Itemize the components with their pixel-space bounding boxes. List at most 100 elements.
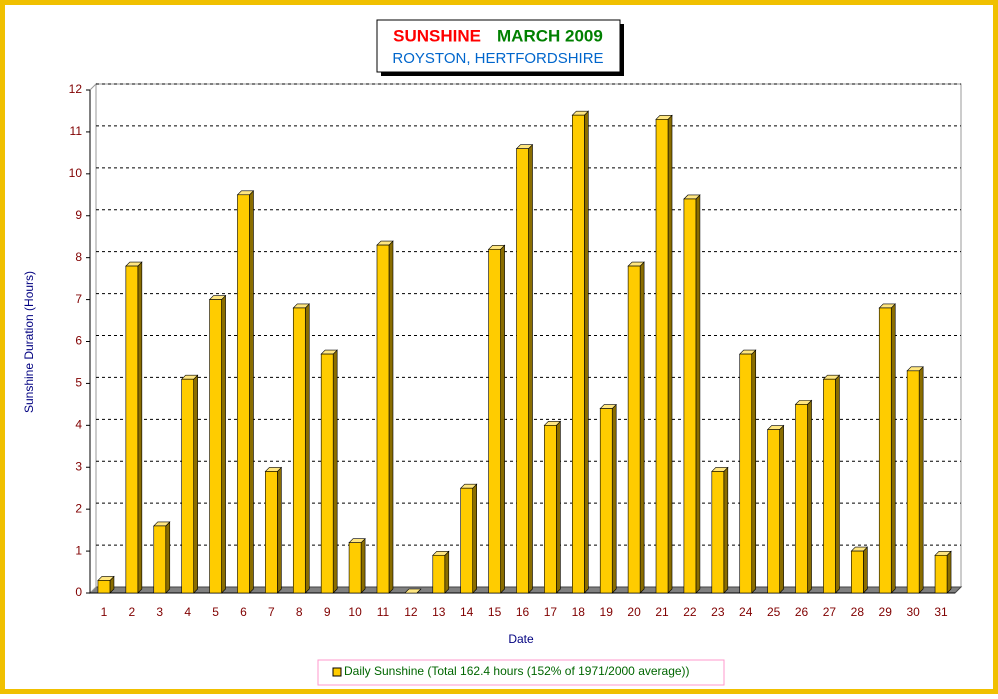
x-tick-label: 4 — [184, 605, 191, 619]
x-tick-label: 29 — [879, 605, 893, 619]
x-tick-label: 8 — [296, 605, 303, 619]
bar — [488, 248, 501, 594]
bar — [181, 378, 194, 594]
bar-side — [584, 110, 589, 594]
bar-side — [918, 366, 924, 594]
bar-side — [304, 303, 310, 594]
x-tick-label: 20 — [627, 605, 641, 619]
bar-side — [807, 399, 812, 594]
bar-side — [500, 244, 505, 594]
bar-side — [946, 550, 952, 594]
x-tick-label: 21 — [655, 605, 669, 619]
bar — [851, 550, 864, 594]
bar-top — [404, 588, 422, 594]
bar-side — [249, 190, 254, 594]
bar-side — [221, 294, 226, 594]
bar-side — [360, 537, 366, 594]
bar-side — [751, 349, 757, 594]
bar-side — [528, 143, 533, 594]
y-tick-label: 3 — [75, 459, 82, 473]
bar — [320, 353, 334, 594]
x-tick-label: 12 — [404, 605, 418, 619]
side-wall — [89, 82, 97, 595]
bar-side — [165, 521, 171, 594]
bar — [432, 554, 446, 594]
y-tick-label: 11 — [70, 124, 83, 138]
x-axis-label: Date — [508, 632, 534, 646]
bar — [934, 554, 948, 594]
bar — [516, 148, 529, 594]
bar — [627, 265, 641, 594]
x-tick-label: 16 — [516, 605, 530, 619]
y-tick-label: 6 — [75, 334, 82, 348]
x-tick-label: 14 — [460, 605, 474, 619]
bar-side — [332, 349, 338, 594]
bar — [683, 198, 697, 594]
bar — [878, 307, 892, 594]
bar-side — [277, 466, 282, 594]
bar — [823, 378, 836, 594]
bar-side — [444, 550, 450, 594]
x-tick-label: 31 — [934, 605, 948, 619]
x-tick-label: 26 — [795, 605, 809, 619]
chart-title: SUNSHINE — [393, 26, 481, 45]
bar — [125, 265, 139, 594]
x-tick-label: 13 — [432, 605, 446, 619]
bar — [795, 404, 808, 594]
bar-side — [556, 420, 561, 594]
y-tick-label: 1 — [75, 543, 82, 557]
x-tick-label: 18 — [572, 605, 586, 619]
x-tick-label: 7 — [268, 605, 275, 619]
bar — [711, 471, 725, 594]
bar — [376, 244, 390, 594]
x-tick-label: 19 — [600, 605, 614, 619]
bar — [544, 425, 557, 594]
y-tick-label: 2 — [75, 501, 82, 515]
chart-title: MARCH 2009 — [497, 26, 603, 45]
x-tick-label: 6 — [240, 605, 247, 619]
bar — [97, 580, 111, 594]
y-tick-label: 10 — [69, 166, 83, 180]
bar — [599, 408, 613, 594]
x-tick-label: 15 — [488, 605, 502, 619]
x-tick-label: 2 — [129, 605, 136, 619]
x-tick-label: 10 — [348, 605, 362, 619]
legend-box — [317, 659, 725, 686]
x-tick-label: 22 — [683, 605, 697, 619]
bar — [739, 353, 753, 594]
bar-side — [639, 261, 645, 594]
bar — [460, 487, 473, 594]
y-tick-label: 0 — [75, 585, 82, 599]
x-tick-label: 17 — [544, 605, 558, 619]
bar — [767, 429, 780, 594]
bar-side — [890, 303, 896, 594]
bar — [265, 471, 278, 594]
bar — [292, 307, 306, 594]
bar — [906, 370, 920, 594]
y-tick-label: 12 — [69, 82, 83, 96]
bar — [237, 194, 250, 594]
bar-side — [193, 374, 198, 594]
x-tick-label: 11 — [377, 605, 390, 619]
y-tick-label: 9 — [75, 208, 82, 222]
bar — [153, 525, 167, 594]
x-tick-label: 3 — [156, 605, 163, 619]
bar-side — [723, 466, 729, 594]
bar — [572, 114, 585, 594]
legend-label: Daily Sunshine (Total 162.4 hours (152% … — [344, 664, 690, 678]
bar-side — [863, 546, 868, 594]
y-tick-label: 4 — [75, 418, 82, 432]
bar — [655, 119, 669, 594]
y-tick-label: 7 — [75, 292, 82, 306]
x-tick-label: 28 — [851, 605, 865, 619]
title-box — [376, 19, 621, 73]
y-tick-label: 8 — [75, 250, 82, 264]
bar-side — [779, 424, 784, 594]
bar — [209, 299, 222, 594]
x-tick-label: 27 — [823, 605, 837, 619]
legend-swatch — [332, 667, 342, 677]
y-axis-label: Sunshine Duration (Hours) — [22, 271, 36, 413]
bar-side — [472, 483, 477, 594]
bar-side — [137, 261, 143, 594]
